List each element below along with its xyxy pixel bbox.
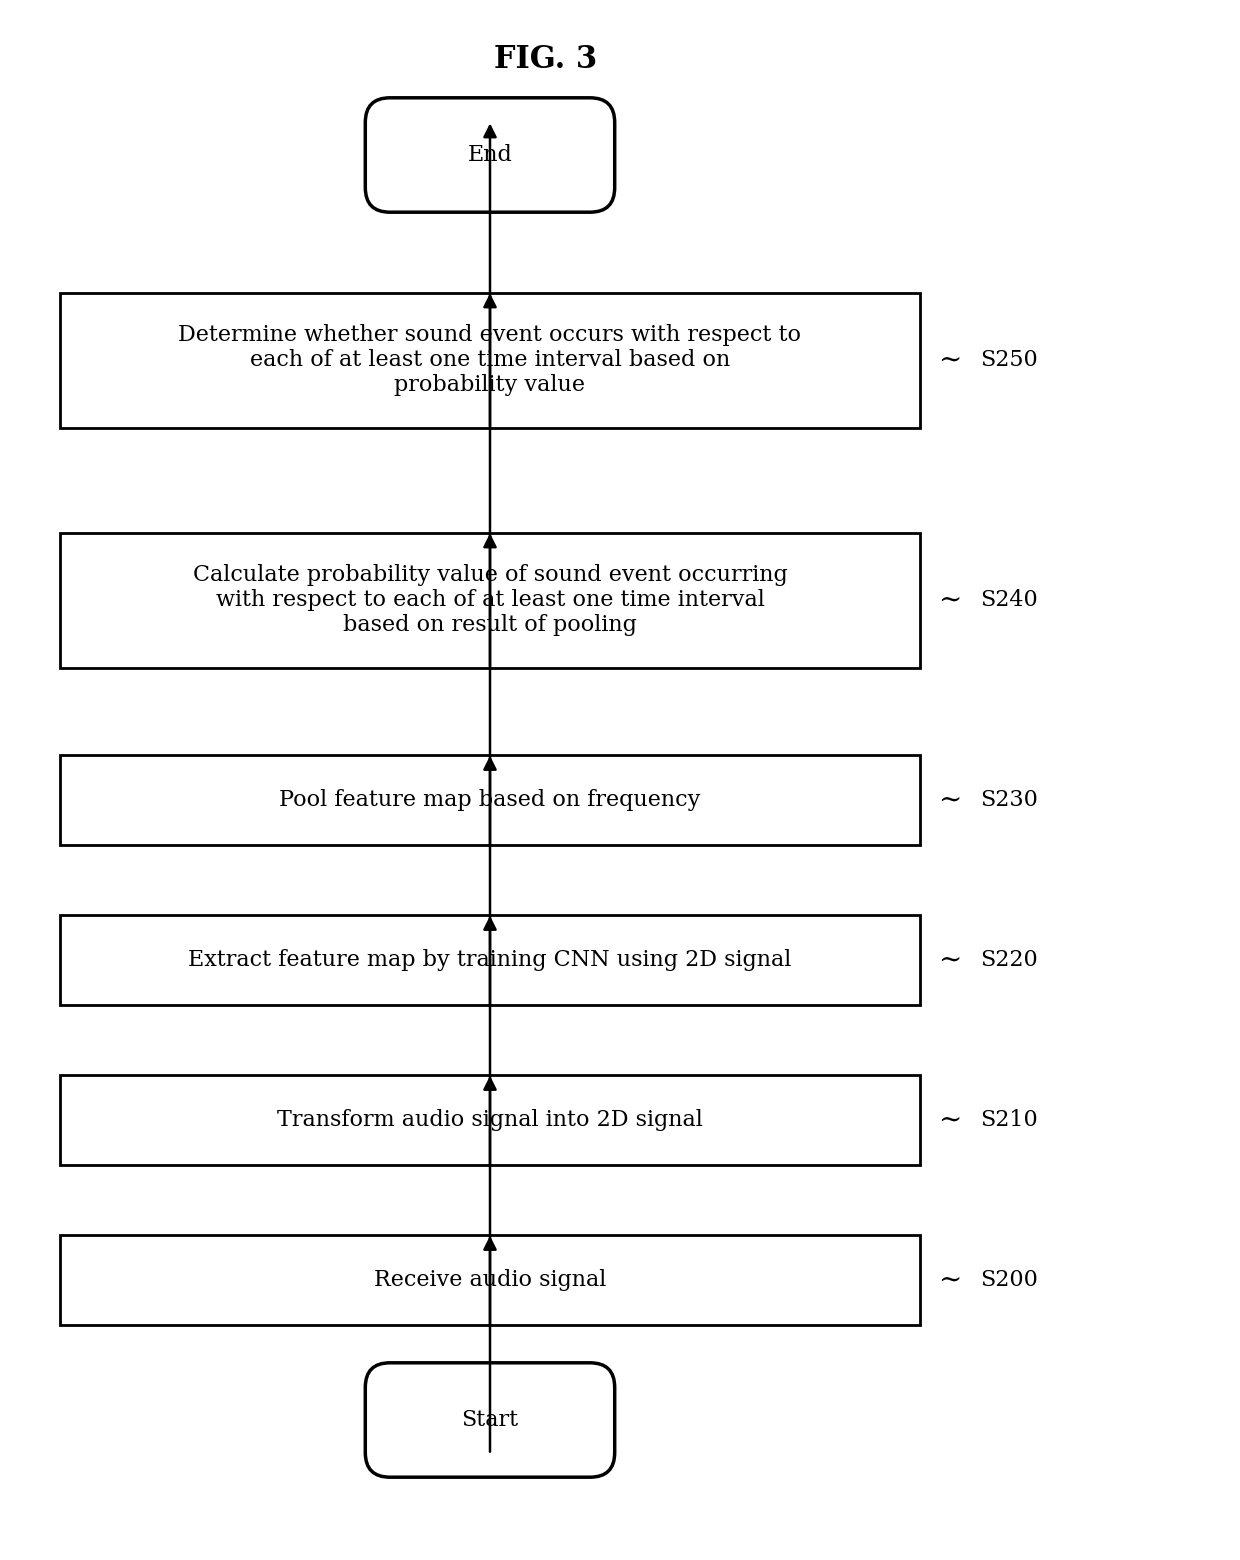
FancyBboxPatch shape [60,755,920,846]
FancyBboxPatch shape [60,1236,920,1324]
Text: Receive audio signal: Receive audio signal [373,1268,606,1292]
Text: S220: S220 [980,948,1038,970]
Text: S200: S200 [980,1268,1038,1292]
Text: S250: S250 [980,349,1038,371]
Text: ∼: ∼ [939,786,962,813]
FancyBboxPatch shape [60,293,920,427]
Text: ∼: ∼ [939,1267,962,1293]
Text: S240: S240 [980,590,1038,612]
Text: FIG. 3: FIG. 3 [494,45,598,75]
Text: Start: Start [461,1409,518,1431]
Text: End: End [467,144,512,165]
Text: ∼: ∼ [939,587,962,613]
Text: ∼: ∼ [939,346,962,373]
Text: Extract feature map by training CNN using 2D signal: Extract feature map by training CNN usin… [188,948,791,970]
Text: Determine whether sound event occurs with respect to
each of at least one time i: Determine whether sound event occurs wit… [179,323,801,396]
Text: Pool feature map based on frequency: Pool feature map based on frequency [279,789,701,811]
Text: ∼: ∼ [939,1106,962,1134]
Text: S210: S210 [980,1109,1038,1131]
Text: Calculate probability value of sound event occurring
with respect to each of at : Calculate probability value of sound eve… [192,563,787,636]
FancyBboxPatch shape [60,916,920,1005]
Text: Transform audio signal into 2D signal: Transform audio signal into 2D signal [277,1109,703,1131]
FancyBboxPatch shape [366,98,615,212]
FancyBboxPatch shape [60,1075,920,1165]
Text: S230: S230 [980,789,1038,811]
Text: ∼: ∼ [939,947,962,973]
FancyBboxPatch shape [366,1363,615,1477]
FancyBboxPatch shape [60,532,920,668]
